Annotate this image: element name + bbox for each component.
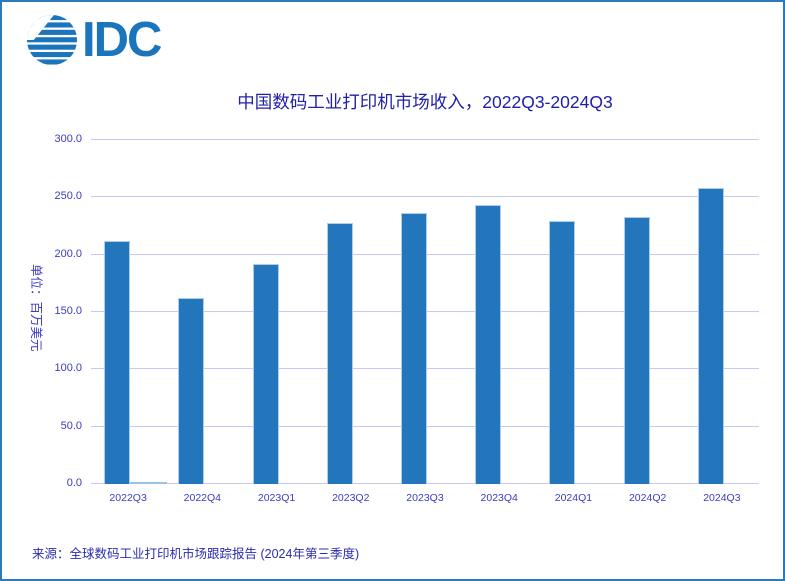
y-tick-label: 150.0 <box>54 305 82 317</box>
source-note: 来源：全球数码工业打印机市场跟踪报告 (2024年第三季度) <box>32 547 360 561</box>
bar-2022Q3 <box>104 240 131 484</box>
idc-logo-text: IDC <box>82 13 162 67</box>
x-tick-label: 2024Q2 <box>628 492 667 504</box>
x-tick-label: 2024Q1 <box>554 492 593 504</box>
plot-area <box>91 139 759 484</box>
x-tick-label: 2023Q2 <box>332 492 370 504</box>
y-tick-label: 100.0 <box>54 362 82 374</box>
bar-2023Q1 <box>252 263 279 484</box>
bar-2023Q2 <box>326 222 353 484</box>
bar-2022Q4 <box>178 298 205 484</box>
bar-2024Q2 <box>623 216 650 484</box>
bar-2023Q4 <box>475 205 502 484</box>
x-tick-label: 2024Q3 <box>703 492 741 504</box>
x-tick-label: 2023Q1 <box>257 492 296 504</box>
x-tick-label: 2022Q4 <box>183 492 222 504</box>
idc-logo: IDC <box>27 13 162 67</box>
bar-2023Q3 <box>401 213 427 484</box>
x-tick-label: 2023Q4 <box>480 492 518 504</box>
y-tick-label: 0.0 <box>66 477 82 489</box>
y-tick-label: 200.0 <box>54 248 82 260</box>
idc-globe-icon <box>27 15 77 65</box>
chart-title: 中国数码工业打印机市场收入，2022Q3-2024Q3 <box>237 92 613 112</box>
gridline <box>91 139 759 140</box>
bar-2024Q3 <box>697 188 724 484</box>
y-tick-label: 50.0 <box>60 420 82 432</box>
y-tick-label: 250.0 <box>54 190 82 202</box>
x-tick-label: 2022Q3 <box>109 492 147 504</box>
x-tick-label: 2023Q3 <box>406 492 444 504</box>
bar-secondary-2022Q3 <box>130 481 168 484</box>
gridline <box>91 196 759 197</box>
bar-2024Q1 <box>549 221 576 484</box>
y-tick-label: 300.0 <box>54 133 82 145</box>
